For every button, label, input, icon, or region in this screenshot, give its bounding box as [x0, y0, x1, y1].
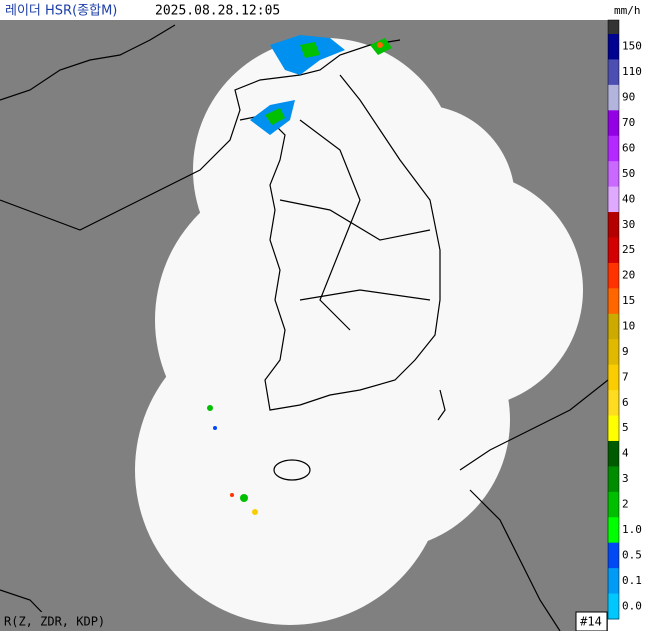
legend-swatch: [608, 568, 619, 595]
legend-label: 110: [622, 65, 642, 78]
legend-swatch: [608, 364, 619, 391]
legend-swatch: [608, 212, 619, 238]
legend-swatch: [608, 34, 619, 60]
legend-swatch: [608, 288, 619, 315]
legend-swatch: [608, 84, 619, 111]
timestamp: 2025.08.28.12:05: [155, 4, 280, 19]
legend-label: 9: [622, 345, 629, 358]
legend-swatch: [608, 415, 619, 442]
legend-swatch: [608, 135, 619, 162]
unit: mm/h: [614, 4, 641, 17]
header-bar: [0, 0, 646, 20]
map: R(Z, ZDR, KDP) #14: [0, 20, 608, 631]
legend-label: 20: [622, 269, 635, 282]
legend-frame: [607, 19, 620, 620]
legend-label: 90: [622, 91, 635, 104]
legend-label: 6: [622, 396, 629, 409]
legend-swatch: [608, 390, 619, 417]
legend: 150 110 90 70 60 50 40 30 25 20 15 10 9 7 6 5 4 3 2 1.0 0.5 0…: [607, 19, 642, 620]
legend-label: 25: [622, 243, 635, 256]
legend-swatch: [608, 237, 619, 264]
site-count: #14: [580, 615, 602, 629]
legend-swatch: [608, 161, 619, 188]
legend-swatch: [608, 110, 619, 137]
method: R(Z, ZDR, KDP): [4, 615, 105, 629]
legend-label: 3: [622, 472, 629, 485]
legend-swatch: [608, 186, 619, 213]
legend-swatch: [608, 542, 619, 569]
coastline: [0, 24, 608, 631]
site-count-box: [575, 611, 608, 631]
legend-label: 150: [622, 40, 642, 53]
legend-swatch: [608, 313, 619, 340]
legend-swatch: [608, 440, 619, 467]
title: 레이더 HSR(종합M): [5, 4, 117, 19]
legend-swatch: [608, 339, 619, 366]
precipitation: [207, 35, 392, 515]
legend-swatch: [608, 491, 619, 518]
legend-label: 70: [622, 116, 635, 129]
legend-label: 40: [622, 192, 635, 205]
radar-coverage: [135, 38, 583, 625]
legend-label: 2: [622, 498, 629, 511]
legend-label: 7: [622, 370, 629, 383]
footer-bg: [0, 612, 150, 631]
legend-swatch: [608, 593, 619, 620]
legend-label: 10: [622, 320, 635, 333]
legend-swatch: [608, 517, 619, 544]
legend-swatch: [608, 262, 619, 289]
legend-label: 30: [622, 218, 635, 231]
legend-swatch: [608, 466, 619, 493]
legend-label: 0.5: [622, 548, 642, 561]
legend-label: 0.0: [622, 599, 642, 612]
legend-label: 50: [622, 167, 635, 180]
legend-label: 0.1: [622, 574, 642, 587]
legend-top: [608, 20, 619, 34]
legend-swatch: [608, 59, 619, 86]
legend-label: 15: [622, 294, 635, 307]
legend-label: 60: [622, 141, 635, 154]
legend-label: 4: [622, 447, 629, 460]
legend-label: 5: [622, 421, 629, 434]
legend-label: 1.0: [622, 523, 642, 536]
